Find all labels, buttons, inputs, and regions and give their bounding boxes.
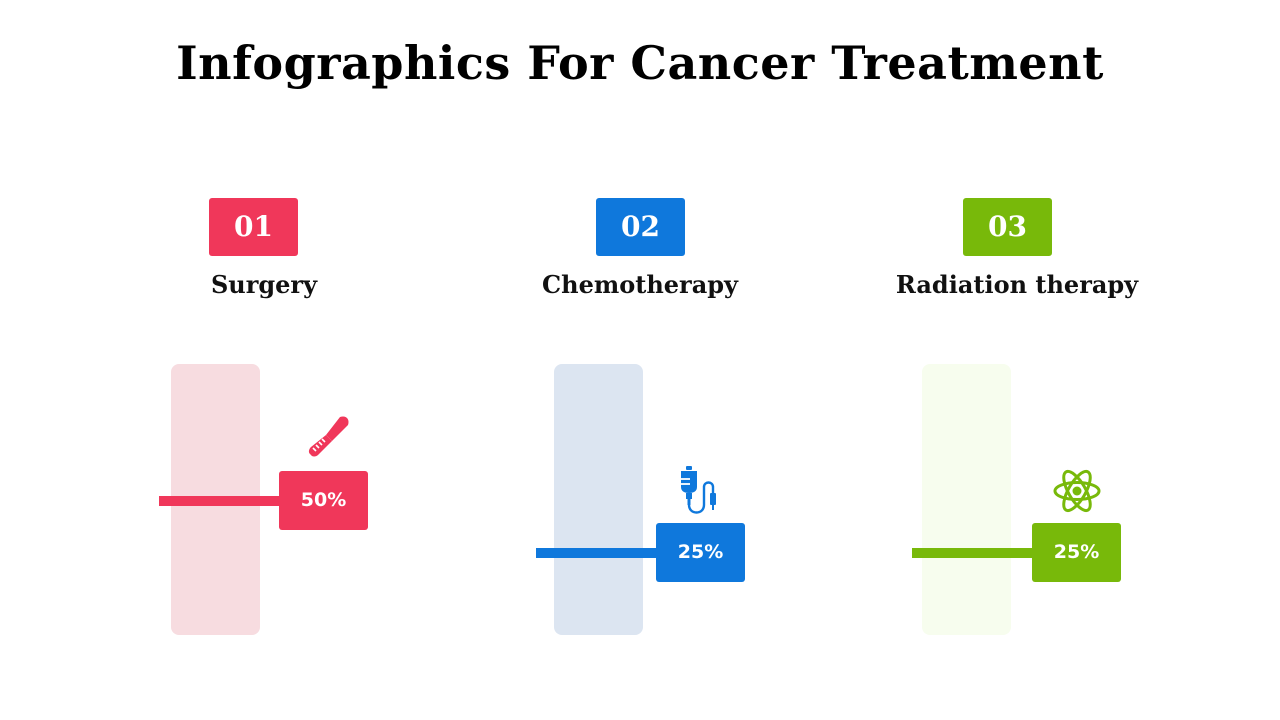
bar-track <box>554 364 643 635</box>
category-label: Chemotherapy <box>542 270 738 299</box>
category-label: Surgery <box>210 270 318 299</box>
column-chemotherapy: 02 Chemotherapy 25% <box>440 0 840 720</box>
value-label: 25% <box>1032 523 1121 583</box>
atom-icon <box>1051 465 1103 517</box>
value-label: 25% <box>656 523 745 583</box>
column-surgery: 01 Surgery 50% <box>64 0 464 720</box>
bar-value-line <box>159 495 289 506</box>
number-badge: 03 <box>963 198 1052 256</box>
page-title: Infographics For Cancer Treatment <box>176 36 1104 90</box>
bar-value-line <box>536 547 666 558</box>
value-label: 50% <box>279 471 368 531</box>
column-radiation-therapy: 03 Radiation therapy 25% <box>817 0 1217 720</box>
scalpel-icon <box>302 413 354 465</box>
bar-value-line <box>912 547 1042 558</box>
iv-drip-icon <box>674 465 726 517</box>
bar-track <box>922 364 1011 635</box>
category-label: Radiation therapy <box>895 270 1139 299</box>
number-badge: 02 <box>596 198 685 256</box>
number-badge: 01 <box>209 198 298 256</box>
